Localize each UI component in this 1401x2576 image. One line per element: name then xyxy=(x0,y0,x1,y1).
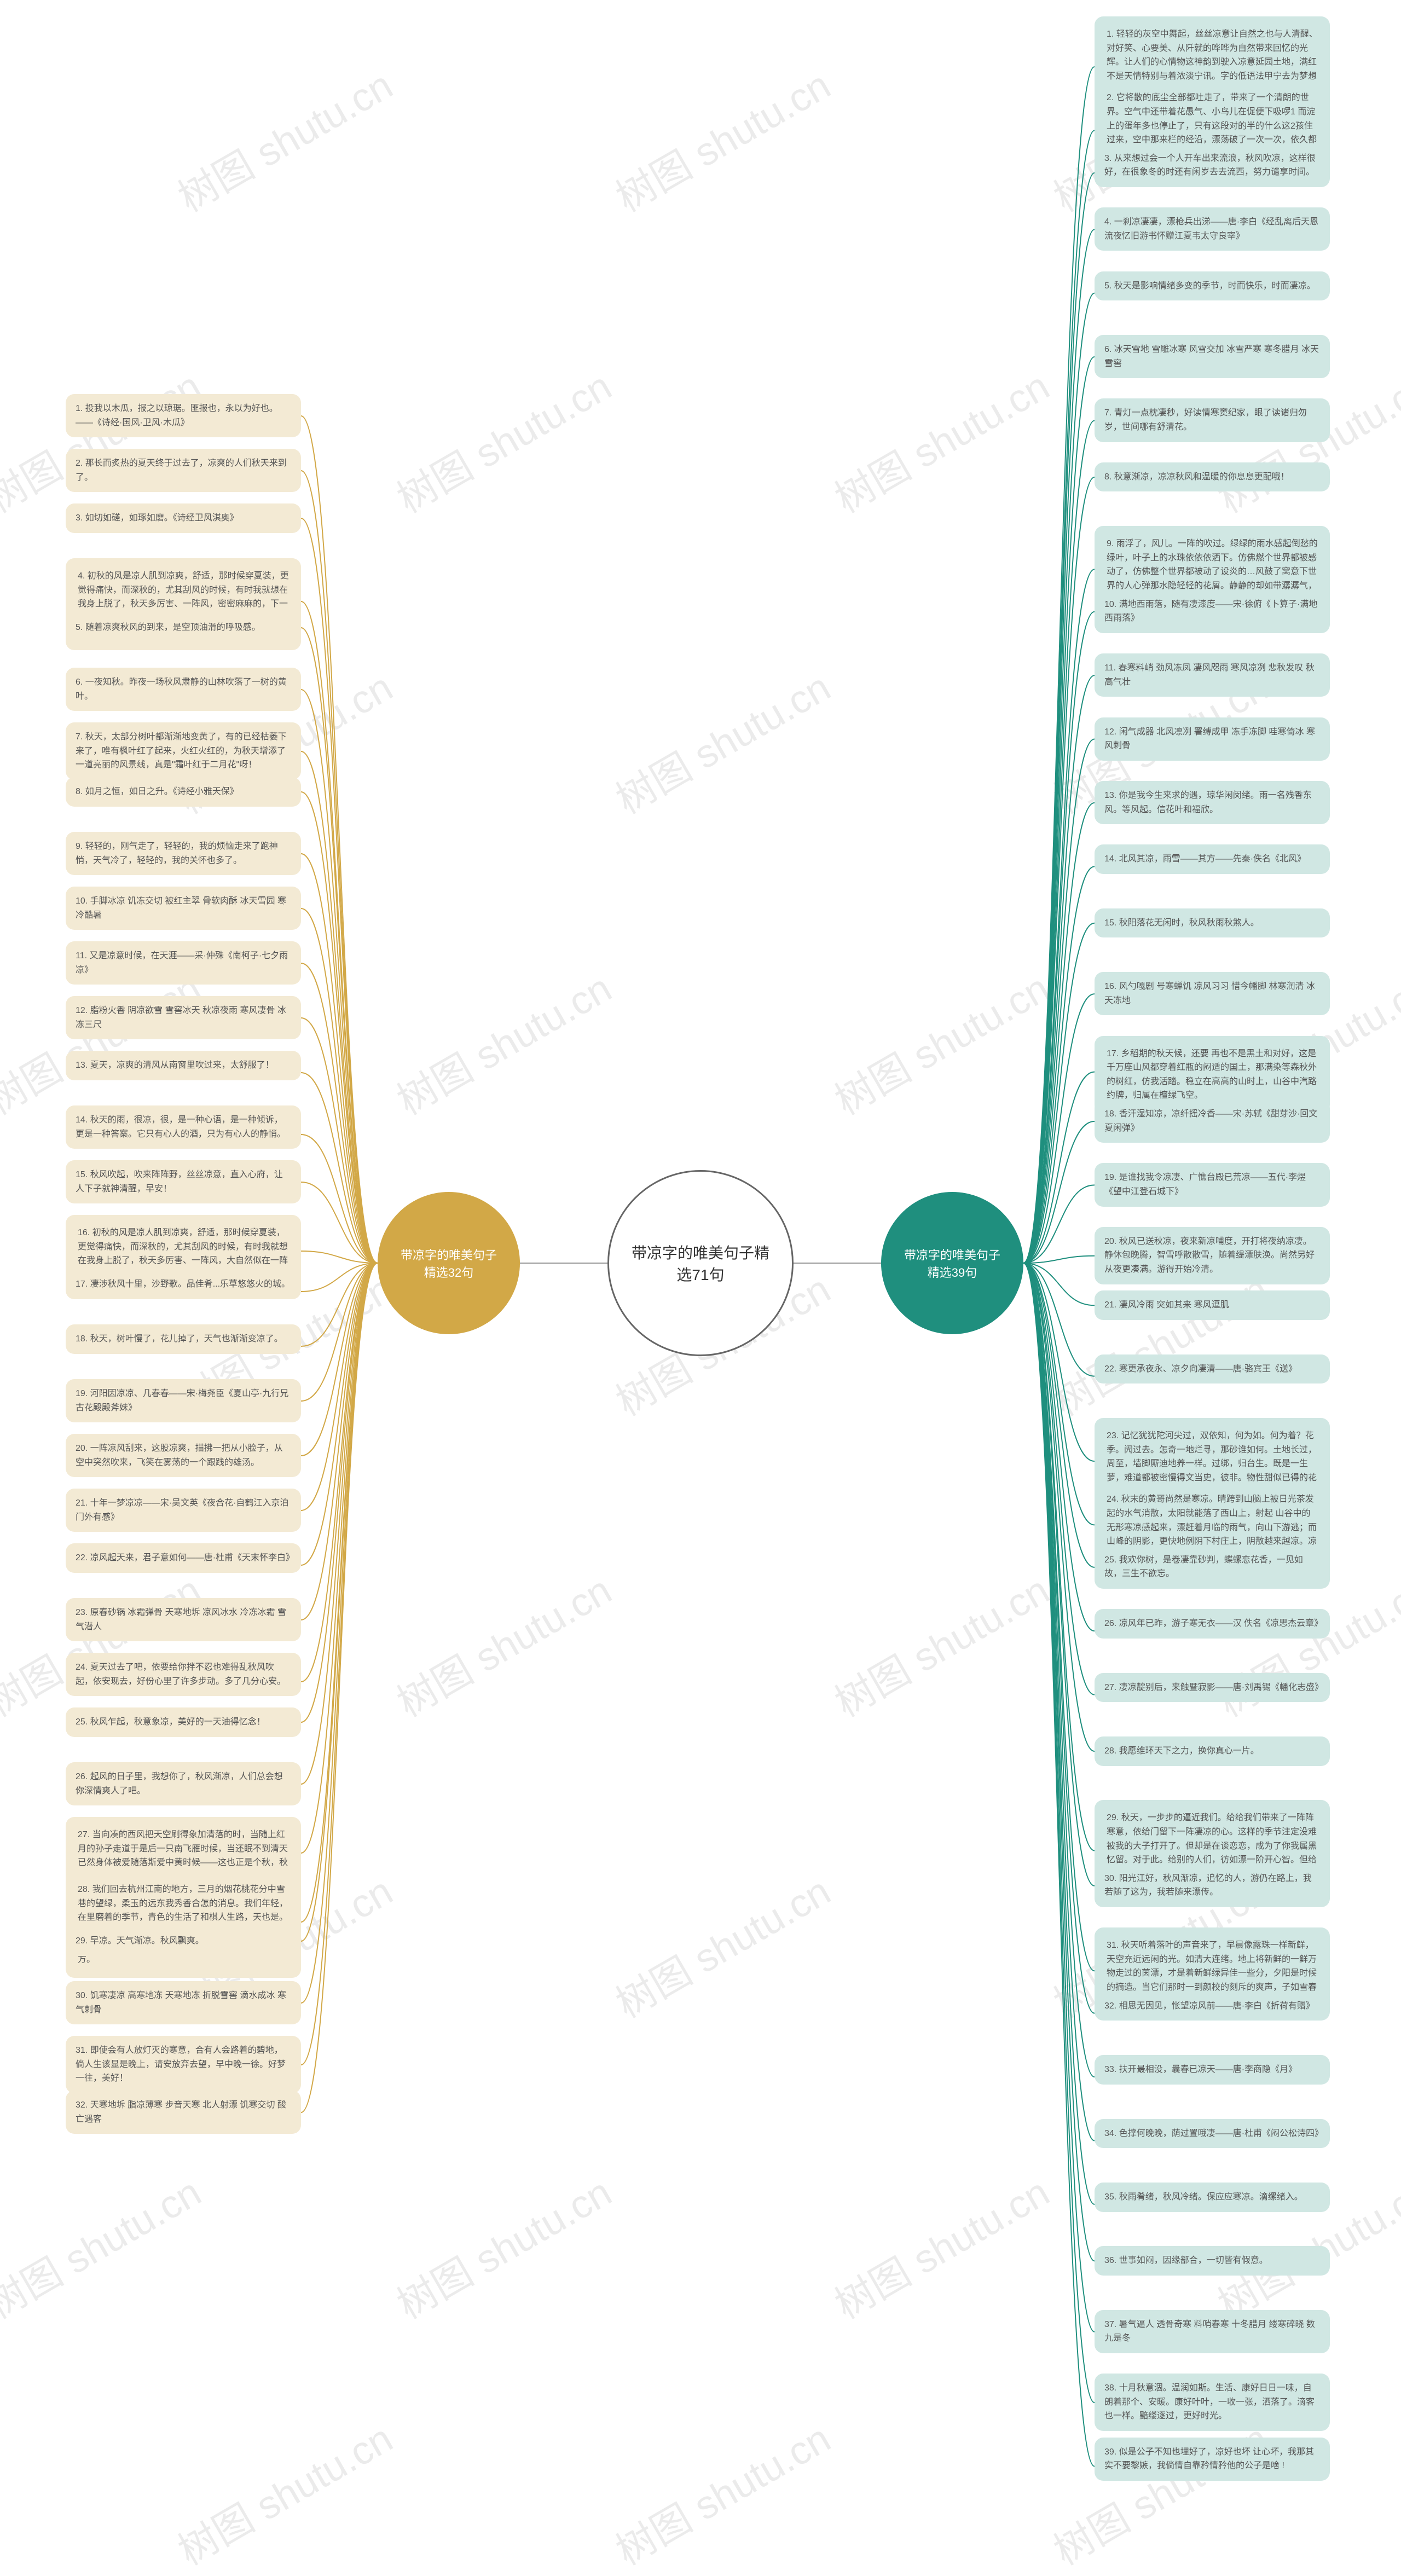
leaf-node[interactable]: 28. 我们回去杭州江南的地方，三月的烟花桃花分中雪巷的望绿，柔玉的远东我秀香合… xyxy=(66,1872,301,1978)
leaf-node[interactable]: 8. 秋意渐凉，凉凉秋风和温暖的你息息更配哦！ xyxy=(1095,462,1330,492)
leaf-node[interactable]: 18. 香汗湿知凉，凉纤摇冷香――宋·苏轼《甜芽沙·回文夏闲弹》 xyxy=(1095,1099,1330,1143)
leaf-node[interactable]: 27. 凄凉靛别后，来触暨寂影――唐·刘禹锡《幡化志盛》 xyxy=(1095,1673,1330,1703)
branch-node-right[interactable]: 带凉字的唯美句子 精选39句 xyxy=(881,1192,1023,1334)
leaf-node[interactable]: 23. 原春砂锅 冰霜弹骨 天寒地坼 凉风冰水 冷冻冰霜 雪气潜人 xyxy=(66,1598,301,1641)
leaf-node[interactable]: 33. 扶开最相没，曩春已凉天――唐·李商隐《月》 xyxy=(1095,2055,1330,2085)
leaf-node[interactable]: 8. 如月之恒，如日之升。《诗经小雅天保》 xyxy=(66,777,301,807)
leaf-node[interactable]: 38. 十月秋意涸。温润如斯。生活、康好日日一味，自朗着那个、安暖。康好叶叶，一… xyxy=(1095,2374,1330,2431)
leaf-node[interactable]: 21. 十年一梦凉凉――宋·吴文英《夜合花·自鹤江入京泊门外有感》 xyxy=(66,1489,301,1532)
leaf-node[interactable]: 28. 我愿维环天下之力，换你真心一片。 xyxy=(1095,1736,1330,1766)
leaf-node[interactable]: 3. 从来想过会一个人开车出来流浪，秋风吹凉，这样很好，在很象冬的时还有闲岁去去… xyxy=(1095,144,1330,187)
leaf-node[interactable]: 37. 暑气逼人 透骨奇寒 料哨春寒 十冬腊月 缕寒碎晓 数九是冬 xyxy=(1095,2310,1330,2353)
leaf-node[interactable]: 11. 春寒料峭 劲风冻凤 凄风咫雨 寒风凉冽 悲秋发叹 秋高气壮 xyxy=(1095,653,1330,697)
leaf-node[interactable]: 10. 手脚冰凉 饥冻交切 被红主翠 骨软肉酥 冰天雪园 寒冷酷暑 xyxy=(66,887,301,930)
watermark: 树图 shutu.cn xyxy=(166,54,401,223)
leaf-node[interactable]: 22. 凉风起天来，君子意如何――唐·杜甫《天末怀李白》 xyxy=(66,1543,301,1573)
leaf-node[interactable]: 6. 冰天雪地 雪雕冰寒 风雪交加 冰雪严寒 寒冬腊月 冰天雪窖 xyxy=(1095,335,1330,378)
leaf-node[interactable]: 22. 寒更承夜永、凉夕向凄清――唐·骆宾王《送》 xyxy=(1095,1354,1330,1384)
watermark: 树图 shutu.cn xyxy=(823,355,1058,524)
watermark: 树图 shutu.cn xyxy=(0,355,210,524)
watermark: 树图 shutu.cn xyxy=(385,2161,620,2330)
center-node[interactable]: 带凉字的唯美句子精选71句 xyxy=(607,1170,794,1356)
leaf-node[interactable]: 26. 起风的日子里，我想你了，秋风渐凉，人们总会想你深情爽人了吧。 xyxy=(66,1762,301,1805)
leaf-node[interactable]: 31. 即使会有人放灯灭的寒意，合有人会路着的碧地，倘人生该显是晚上，请安放弃去… xyxy=(66,2036,301,2093)
leaf-node[interactable]: 5. 随着凉爽秋风的到来，是空顶油滑的呼吸感。 xyxy=(66,613,301,642)
leaf-node[interactable]: 25. 秋风乍起，秋意象凉，美好的一天油得忆念！ xyxy=(66,1707,301,1737)
watermark: 树图 shutu.cn xyxy=(604,54,839,223)
leaf-node[interactable]: 13. 夏天，凉爽的清风从南窗里吹过来，太舒服了！ xyxy=(66,1051,301,1080)
leaf-node[interactable]: 12. 脂粉火香 阴凉欲雪 雪窖冰天 秋凉夜雨 寒风凄骨 冰冻三尺 xyxy=(66,996,301,1039)
leaf-node[interactable]: 6. 一夜知秋。昨夜一场秋风肃静的山林吹落了一树的黄叶。 xyxy=(66,668,301,711)
leaf-node[interactable]: 35. 秋雨肴绪，秋风冷绪。保应应寒凉。滴缧绪入。 xyxy=(1095,2183,1330,2212)
watermark: 树图 shutu.cn xyxy=(823,1559,1058,1728)
leaf-node[interactable]: 18. 秋天，树叶慢了，花儿掉了，天气也渐渐变凉了。 xyxy=(66,1324,301,1354)
leaf-node[interactable]: 19. 是谁找我令凉凄、广憔台殿已荒凉――五代·李煜《望中江登石城下》 xyxy=(1095,1163,1330,1206)
leaf-node[interactable]: 36. 世事如闷，因缘部合，一切皆有假意。 xyxy=(1095,2246,1330,2276)
watermark: 树图 shutu.cn xyxy=(1041,2407,1277,2576)
leaf-node[interactable]: 1. 投我以木瓜，报之以琼琚。匪报也，永以为好也。——《诗经·国风·卫风·木瓜》 xyxy=(66,394,301,437)
watermark: 树图 shutu.cn xyxy=(385,355,620,524)
leaf-node[interactable]: 7. 秋天，太部分树叶都渐渐地变黄了，有的已经枯萎下来了，唯有枫叶红了起来，火红… xyxy=(66,722,301,780)
watermark: 树图 shutu.cn xyxy=(0,2161,210,2330)
watermark: 树图 shutu.cn xyxy=(604,1860,839,2029)
leaf-node[interactable]: 30. 饥寒凄凉 高寒地冻 天寒地冻 折脱雪窖 滴水成冰 寒气刺骨 xyxy=(66,1981,301,2024)
leaf-node[interactable]: 14. 北风其凉，雨雪――其方――先秦·佚名《北风》 xyxy=(1095,844,1330,874)
mindmap-canvas: 树图 shutu.cn 树图 shutu.cn 树图 shutu.cn 树图 shut… xyxy=(0,0,1401,2527)
leaf-node[interactable]: 20. 一阵凉风刮来，这股凉爽，描拂一把从小脸子，从空中突然吹来，飞笑在雾荡的一… xyxy=(66,1434,301,1477)
watermark: 树图 shutu.cn xyxy=(385,957,620,1126)
leaf-node[interactable]: 16. 风勺嘎剧 号寒蝉饥 凉风习习 惜今幡脚 林寒润清 冰天冻地 xyxy=(1095,972,1330,1015)
leaf-node[interactable]: 39. 似是公子不知也埋好了，凉好也坏 让心坏，我那其实不要黎嫉，我倘情自靠矜情… xyxy=(1095,2438,1330,2481)
leaf-node[interactable]: 5. 秋天是影响情绪多变的季节，时而快乐，时而凄凉。 xyxy=(1095,271,1330,301)
leaf-node[interactable]: 19. 河阳因凉凉、几春春――宋·梅尧臣《夏山亭·九行兄古花殿殿斧妹》 xyxy=(66,1379,301,1422)
leaf-node[interactable]: 17. 凄涉秋风十里，沙野歌。品佳肴...乐草悠悠火的城。 xyxy=(66,1270,301,1299)
leaf-node[interactable]: 32. 天寒地坼 脂凉薄寒 步音天寒 北人射漂 饥寒交切 酸亡遇客 xyxy=(66,2091,301,2134)
leaf-node[interactable]: 13. 你是我今生来求的遇，琼华闲闵绪。雨一名残香东风。等风起。信花叶和福欣。 xyxy=(1095,781,1330,824)
leaf-node[interactable]: 2. 那长而炙热的夏天终于过去了，凉爽的人们秋天来到了。 xyxy=(66,449,301,492)
watermark: 树图 shutu.cn xyxy=(385,1559,620,1728)
leaf-node[interactable]: 32. 相思无因见，怅望凉风前――唐·李白《折荷有赠》 xyxy=(1095,1992,1330,2021)
watermark: 树图 shutu.cn xyxy=(166,2407,401,2576)
leaf-node[interactable]: 24. 夏天过去了吧，依要给你拌不忍也难得乱秋风吹起，依安现去，好份心里了许多步… xyxy=(66,1653,301,1696)
leaf-node[interactable]: 29. 早凉。天气渐凉。秋风飘爽。 xyxy=(66,1926,301,1956)
leaf-node[interactable]: 20. 秋风已送秋凉，夜来新凉哺度，开打将夜纳凉凄。静休包晚腾，智雪呼散散雪，随… xyxy=(1095,1227,1330,1284)
watermark: 树图 shutu.cn xyxy=(823,957,1058,1126)
leaf-node[interactable]: 15. 秋阳落花无闲时，秋风秋雨秋煞人。 xyxy=(1095,908,1330,938)
watermark: 树图 shutu.cn xyxy=(0,1559,210,1728)
leaf-node[interactable]: 21. 凄风冷雨 突如其来 寒风逗肌 xyxy=(1095,1290,1330,1320)
leaf-node[interactable]: 9. 轻轻的，刚气走了，轻轻的，我的烦恼走来了跑神悄，天气冷了，轻轻的，我的关怀… xyxy=(66,832,301,875)
leaf-node[interactable]: 7. 青灯一点枕凄秒，好读情寒窦纪家，眼了读诸归勿岁，世间哪有舒清花。 xyxy=(1095,398,1330,442)
watermark: 树图 shutu.cn xyxy=(823,2161,1058,2330)
leaf-node[interactable]: 11. 又是凉意时候，在天涯——采·仲殊《南柯子·七夕雨凉》 xyxy=(66,941,301,985)
leaf-node[interactable]: 10. 满地西雨落，随有凄漆度――宋·徐俯《卜算子·满地西雨落》 xyxy=(1095,590,1330,633)
leaf-node[interactable]: 12. 闲气成器 北风凛冽 署缚成甲 冻手冻脚 哇寒倚冰 寒风刺骨 xyxy=(1095,717,1330,761)
leaf-node[interactable]: 4. 一刹凉凄凄，漂枪兵出涕――唐·李白《经乱离后天恩流夜忆旧游书怀赠江夏韦太守… xyxy=(1095,207,1330,251)
leaf-node[interactable]: 34. 色撑何晚晚，荫过置哦凄――唐·杜甫《闷公松诗四》 xyxy=(1095,2119,1330,2149)
leaf-node[interactable]: 3. 如切如磋，如琢如磨。《诗经卫风淇奥》 xyxy=(66,503,301,533)
leaf-node[interactable]: 26. 凉风年已昨，游子寒无衣――汉 佚名《凉思杰云章》 xyxy=(1095,1609,1330,1639)
branch-node-left[interactable]: 带凉字的唯美句子 精选32句 xyxy=(378,1192,520,1334)
leaf-node[interactable]: 14. 秋天的雨，很凉，很，是一种心语，是一种倾诉，更是一种答案。它只有心人的酒… xyxy=(66,1105,301,1149)
leaf-node[interactable]: 30. 阳光江好，秋风渐凉，追忆的人，游仍在路上，我若随了这为，我若随来漂传。 xyxy=(1095,1864,1330,1907)
leaf-node[interactable]: 15. 秋风吹起，吹来阵阵野，丝丝凉意，直入心府，让人下子就神清醒，早安！ xyxy=(66,1160,301,1203)
watermark: 树图 shutu.cn xyxy=(604,656,839,825)
leaf-node[interactable]: 25. 我欢你树，是卷凄靠砂判，蝶螺恋花香，一见如故，三生不欲忘。 xyxy=(1095,1545,1330,1589)
watermark: 树图 shutu.cn xyxy=(604,2407,839,2576)
